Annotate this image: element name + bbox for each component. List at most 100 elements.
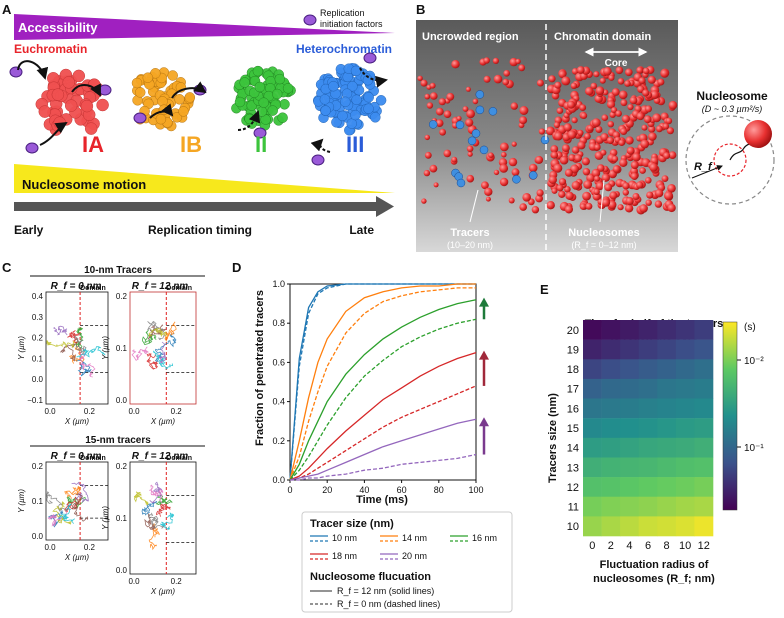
trajectory [52,500,72,525]
nucleosome-particle [662,123,670,130]
nucleosome-particle [619,158,628,167]
chromatin-domain-label: Chromatin domain [554,31,651,43]
y-tick-label: 10 [567,521,579,533]
x-tick-label: 6 [645,540,651,552]
class-ia-label: IA [82,132,104,157]
nucleosome-particle [439,128,446,136]
heatmap-cell [601,437,621,458]
nucleosome-particle [638,77,646,85]
tracer-particle [467,136,477,146]
nucleosome-sphere [744,120,772,148]
heatmap-cell [657,457,677,478]
replication-factor-icon [25,142,39,154]
legend-fluct-title: Nucleosome flucuation [310,571,431,583]
rf0-label-top: R_f = 0 nm [51,281,102,292]
nucleosome-particle [576,66,585,74]
heatmap-cell [638,477,658,497]
nucleosome-particle [528,163,538,173]
nucleosome-particle [641,124,648,131]
e-xlabel-line1: Fluctuation radius of [600,559,709,571]
heatmap-cell [620,496,639,517]
nucleosome-bead [178,106,189,117]
trajectory-plot-frame [129,461,197,575]
nucleosome-particle [607,121,614,128]
penetration-chart: 0 20 40 60 80 100 0.0 0.2 0.4 0.6 0.8 1.0 [272,279,489,495]
nucleosome-particle [499,177,509,187]
nucleosome-particle [667,203,676,213]
nucleosome-pointer [599,179,605,223]
y-tick-label: 0.0 [272,475,285,485]
nucleosome-particle [465,86,471,92]
y-tick-label: 0.6 [272,357,285,367]
x-tick-label: 8 [664,540,670,552]
nucleosome-particle [601,173,610,182]
nucleosome-particle [590,82,598,90]
nucleosome-particle [615,66,624,75]
nucleosome-particle [642,67,650,75]
heatmap-cell [657,359,677,380]
factor-arrow [359,67,388,88]
heatmap-cell [638,457,658,478]
nucleosome-particle [554,81,562,89]
nucleosome-particle [423,169,431,177]
replication-factor-icon [9,66,23,78]
nucleosome-particle [600,133,609,142]
nucleosome-bead [155,113,167,125]
y-tick-label: 0.1 [32,497,44,506]
x-tick-label: 4 [626,540,632,552]
trajectory [155,494,173,506]
y-tick-label: 0.0 [116,396,128,405]
e-ylabel: Tracers size (nm) [547,393,559,483]
tracer-particle [475,90,485,99]
nucleosome-particle [625,197,634,206]
nucleosome-particle [559,155,569,165]
nucleosome-particle [636,181,644,189]
x-tick-label: 0.2 [171,407,183,416]
heatmap-cell [601,496,621,517]
y-tick-label: 0.4 [272,397,285,407]
tracer-particle [488,107,498,116]
nucleosome-particle [429,164,438,173]
heatmap-cell [601,477,621,497]
timing-label: Replication timing [148,223,252,237]
domain-label: Domain [166,285,192,292]
nucleosome-bead [271,88,283,100]
tracer-particle [540,135,550,145]
heatmap-cell [583,398,602,419]
nucleosome-particle [488,152,494,158]
x-tick-label: 0.0 [44,543,56,552]
nucleosome-particle [630,167,638,175]
heatmap-cell [638,339,658,360]
nucleosome-particle [599,77,606,84]
replication-factor-icon [363,52,377,64]
panel-e-letter: E [540,282,549,297]
heatmap-cell [601,339,621,360]
trajectory [75,359,92,377]
nucleosome-bead [351,94,362,106]
y-tick-label: 0.2 [272,436,285,446]
trajectory [141,501,158,516]
nucleosome-bead [184,92,196,103]
x-tick-label: 0 [589,540,595,552]
nucleosome-particle [546,126,555,136]
y-axis-label: Y (µm) [101,506,110,530]
trajectory [156,503,171,517]
header-10nm: 10-nm Tracers [84,265,152,276]
nucleosome-particle [424,151,432,159]
factor-arrow [149,103,174,119]
nucleosome-particle [501,151,507,158]
domain-label: Domain [166,455,192,462]
x-axis-label: X (µm) [150,587,175,596]
factor-arrow [39,121,68,146]
nucleosome-bead [319,94,331,105]
heatmap-cell [620,418,639,439]
heatmap-cell [583,516,602,537]
nucleosome-particle [632,193,640,200]
nucleosome-particle [618,90,628,100]
heatmap-cell [583,496,602,517]
nucleosome-particle [568,154,576,162]
nucleosome-particle [536,189,544,197]
nucleosome-particle [665,117,673,125]
nucleosome-particle [536,79,544,87]
euchromatin-label: Euchromatin [14,42,87,56]
